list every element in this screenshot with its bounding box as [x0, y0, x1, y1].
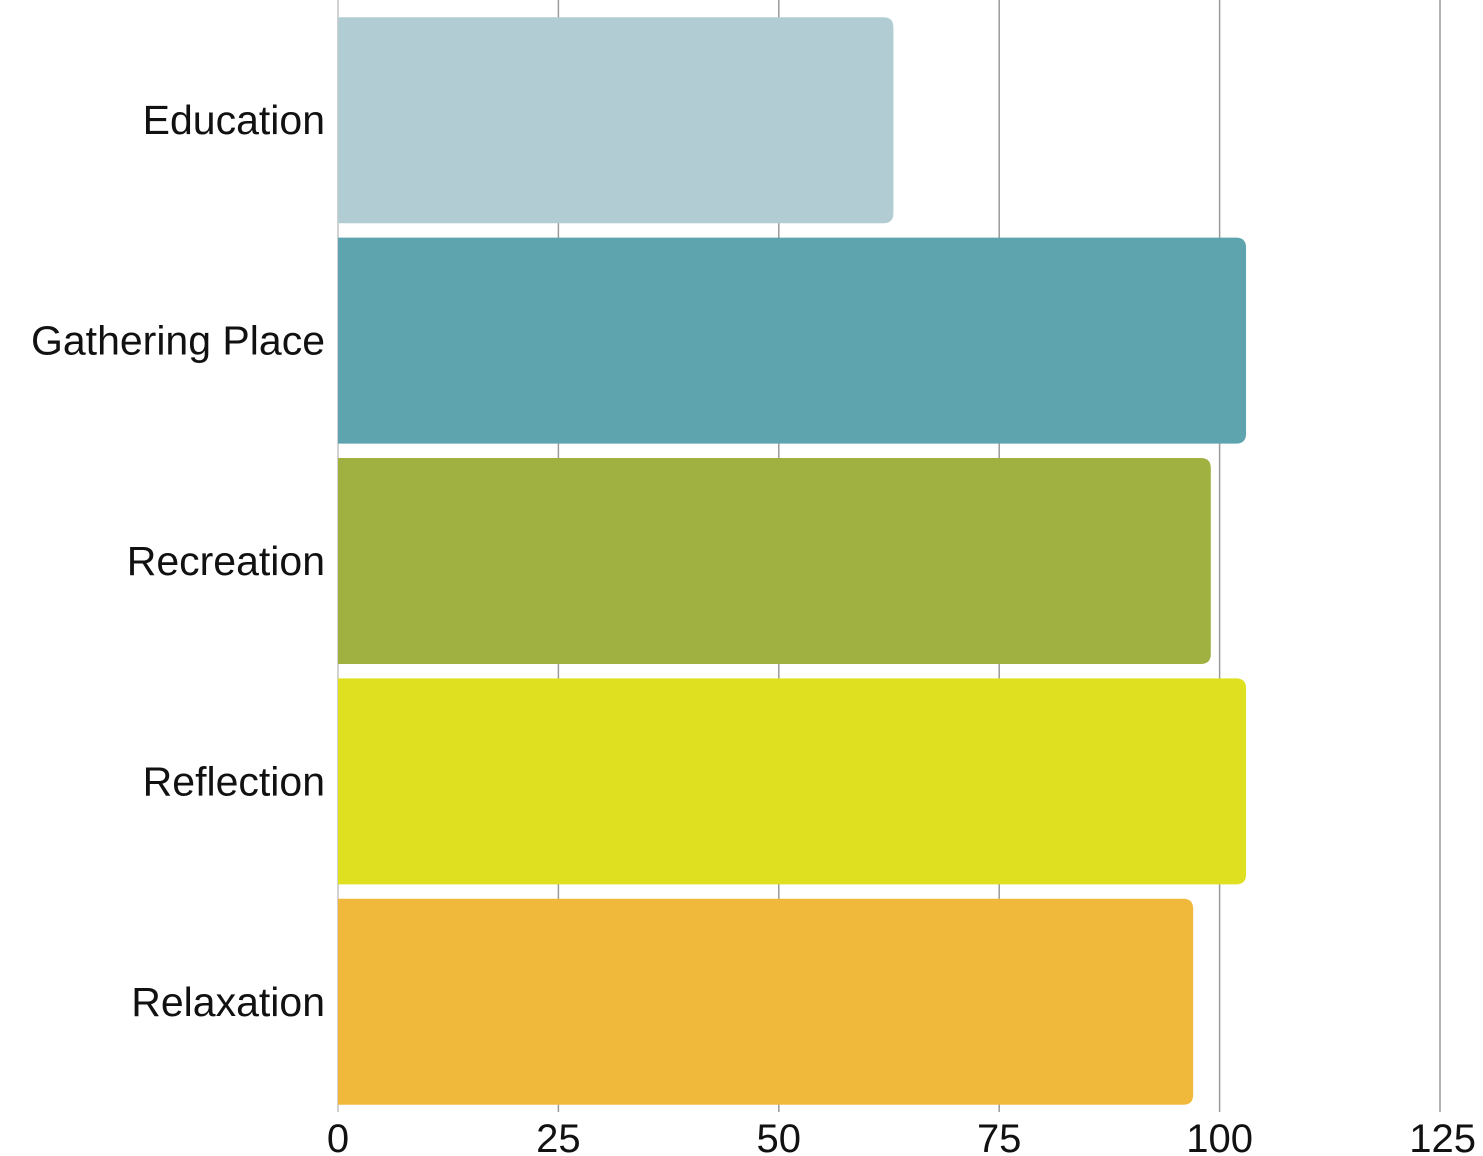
- category-label: Gathering Place: [31, 318, 325, 364]
- bar-reflection: [338, 678, 1247, 885]
- category-label: Reflection: [143, 758, 325, 804]
- category-label: Recreation: [127, 538, 325, 584]
- bar-recreation: [338, 458, 1211, 664]
- x-tick-label: 100: [1186, 1117, 1253, 1156]
- bar-gathering-place: [338, 237, 1247, 444]
- x-tick-label: 50: [757, 1117, 802, 1156]
- bars: [338, 17, 1247, 1105]
- x-tick-label: 125: [1409, 1117, 1476, 1156]
- x-tick-label: 0: [327, 1117, 349, 1156]
- bar-relaxation: [338, 898, 1194, 1105]
- bar-education: [338, 17, 894, 224]
- category-labels: Education Gathering Place Recreation Reflec…: [31, 97, 325, 1025]
- category-label: Education: [143, 97, 325, 143]
- category-label: Relaxation: [131, 979, 325, 1025]
- x-tick-label: 75: [977, 1117, 1022, 1156]
- x-tick-label: 25: [536, 1117, 581, 1156]
- x-axis-ticks: 0 25 50 75 100 125: [327, 1117, 1476, 1156]
